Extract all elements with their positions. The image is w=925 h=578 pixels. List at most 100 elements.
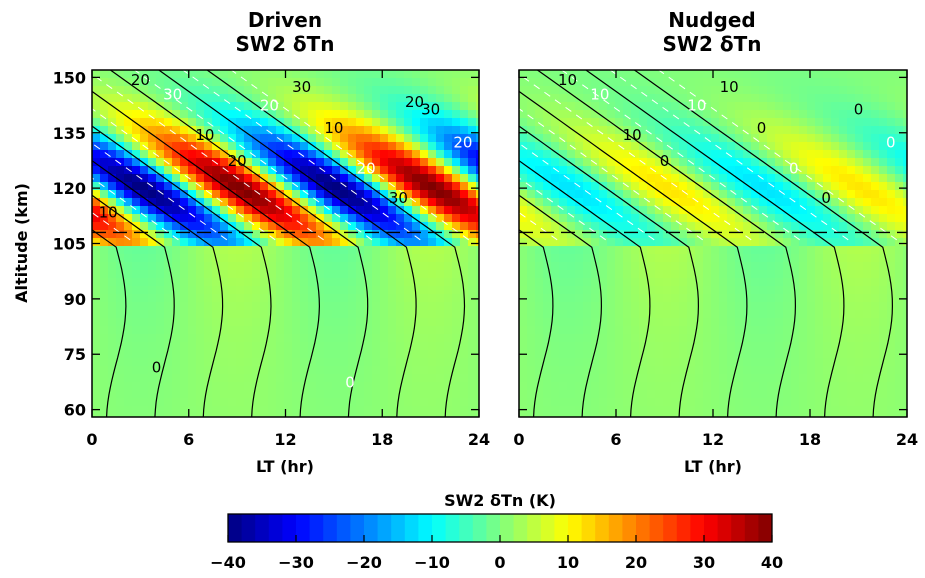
y-tick-label: 60 xyxy=(64,401,86,420)
contour-line xyxy=(519,159,651,417)
x-tick-label: 12 xyxy=(274,430,296,449)
y-tick-label: 120 xyxy=(53,179,86,198)
colorbar-tick-label: 40 xyxy=(761,553,783,572)
colorbar-swatch xyxy=(282,514,297,542)
x-axis-label-nudged: LT (hr) xyxy=(684,457,742,476)
contour-line xyxy=(519,125,700,417)
colorbar-swatch xyxy=(391,514,406,542)
contour-line-negative xyxy=(231,70,469,241)
contour-label: 10 xyxy=(687,97,706,115)
contour-line xyxy=(585,70,845,417)
y-tick-label: 135 xyxy=(53,124,86,143)
colorbar-swatch xyxy=(568,514,583,542)
colorbar-tick-label: −20 xyxy=(346,553,382,572)
colorbar-swatch xyxy=(228,514,243,542)
contour-label: 30 xyxy=(421,100,440,118)
colorbar-swatch xyxy=(459,514,474,542)
colorbar-swatch xyxy=(540,514,555,542)
contour-line xyxy=(92,194,175,417)
colorbar-swatches xyxy=(228,514,773,542)
colorbar-swatch xyxy=(608,514,623,542)
contour-line-negative xyxy=(609,70,849,241)
x-tick-label: 18 xyxy=(371,430,393,449)
colorbar-swatch xyxy=(731,514,746,542)
contour-label: 20 xyxy=(228,152,247,170)
contour-label: 30 xyxy=(292,78,311,96)
contour-line-negative xyxy=(182,70,421,241)
colorbar-swatch xyxy=(309,514,324,542)
panel-nudged-title-line2: SW2 δTn xyxy=(663,32,762,56)
contour-lines-driven xyxy=(92,70,469,417)
colorbar-swatch xyxy=(527,514,542,542)
colorbar-swatch xyxy=(336,514,351,542)
contour-label: 20 xyxy=(453,134,472,152)
contour-label: 10 xyxy=(324,119,343,137)
contour-label: 0 xyxy=(789,159,799,177)
colorbar-swatch xyxy=(323,514,338,542)
contour-line xyxy=(519,229,554,417)
colorbar-swatch xyxy=(744,514,759,542)
contour-label: 30 xyxy=(389,189,408,207)
contour-label: 10 xyxy=(590,86,609,104)
contour-label: 0 xyxy=(345,373,355,391)
colorbar-swatch xyxy=(622,514,637,542)
x-tick-label: 24 xyxy=(468,430,490,449)
panel-nudged-title-line1: Nudged xyxy=(668,8,756,32)
x-tick-label: 0 xyxy=(513,430,524,449)
heatmap-cells-nudged xyxy=(519,70,907,417)
colorbar-tick-label: 10 xyxy=(557,553,579,572)
y-axis-label: Altitude (km) xyxy=(12,183,31,303)
contour-line xyxy=(92,125,272,417)
colorbar-tick-label: 20 xyxy=(625,553,647,572)
contour-line-negative xyxy=(658,70,897,241)
colorbar-swatch xyxy=(554,514,569,542)
colorbar-tick-label: 0 xyxy=(494,553,505,572)
contour-line-negative xyxy=(134,70,373,241)
colorbar-swatch xyxy=(377,514,392,542)
colorbar-swatch xyxy=(636,514,651,542)
colorbar-tick-label: 30 xyxy=(693,553,715,572)
contour-label: 10 xyxy=(558,71,577,89)
contour-line xyxy=(110,70,369,417)
colorbar-tick-label: −30 xyxy=(278,553,314,572)
contour-line xyxy=(519,194,603,417)
colorbar-swatch xyxy=(364,514,379,542)
contour-line-negative xyxy=(92,73,324,241)
contour-line-negative xyxy=(519,73,752,241)
contour-line xyxy=(537,70,797,417)
y-tick-label: 105 xyxy=(53,235,86,254)
panel-driven-title-line2: SW2 δTn xyxy=(236,32,335,56)
x-tick-label: 0 xyxy=(86,430,97,449)
contour-label: 0 xyxy=(152,359,162,377)
panel-nudged: Nudged SW2 δTn 10 10 10 0 10 10 0 0 0 0 0 0 6 12 18 24… xyxy=(513,8,918,476)
contour-label: 10 xyxy=(99,204,118,222)
colorbar-swatch xyxy=(690,514,705,542)
contour-line-negative xyxy=(519,108,703,241)
contour-line xyxy=(158,70,417,417)
colorbar-swatch xyxy=(445,514,460,542)
colorbar-swatch xyxy=(432,514,447,542)
contour-line xyxy=(92,229,127,417)
contour-line xyxy=(634,70,894,417)
panel-driven: Driven SW2 δTn 2030102020301020303020100… xyxy=(12,8,490,476)
colorbar-swatch xyxy=(704,514,719,542)
contour-labels-nudged: 10 10 10 0 10 10 0 0 0 0 0 xyxy=(558,71,896,207)
colorbar-tick-label: −40 xyxy=(210,553,246,572)
contour-label: 0 xyxy=(757,119,767,137)
contour-label: 20 xyxy=(357,159,376,177)
contour-line xyxy=(519,90,748,417)
colorbar-tick-label: −10 xyxy=(414,553,450,572)
x-axis-label-driven: LT (hr) xyxy=(256,457,314,476)
contour-label: 20 xyxy=(260,97,279,115)
colorbar-swatch xyxy=(663,514,678,542)
colorbar-ticks: −40 −30 −20 −10 0 10 20 30 40 xyxy=(210,535,783,572)
colorbar-swatch xyxy=(513,514,528,542)
x-tick-label: 18 xyxy=(799,430,821,449)
colorbar-swatch xyxy=(268,514,283,542)
colorbar-swatch xyxy=(296,514,311,542)
contour-label: 0 xyxy=(886,134,896,152)
contour-label: 10 xyxy=(623,126,642,144)
contour-label: 0 xyxy=(821,189,831,207)
contour-lines-nudged xyxy=(519,70,897,417)
colorbar-swatch xyxy=(418,514,433,542)
